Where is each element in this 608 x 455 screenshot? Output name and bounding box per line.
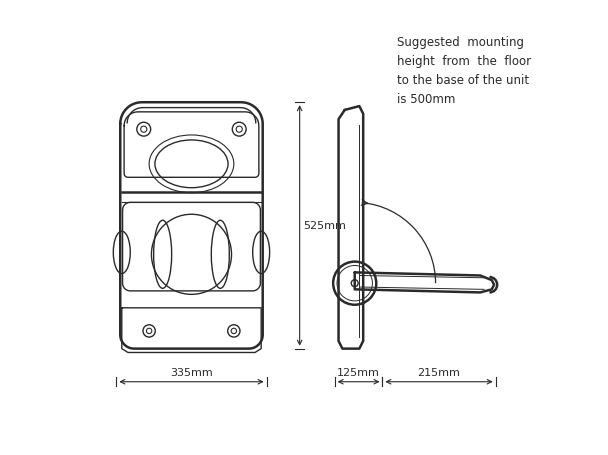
Text: 525mm: 525mm	[303, 221, 347, 231]
Text: 335mm: 335mm	[170, 367, 213, 377]
Text: Suggested  mounting
height  from  the  floor
to the base of the unit
is 500mm: Suggested mounting height from the floor…	[397, 35, 531, 105]
Text: 125mm: 125mm	[337, 367, 380, 377]
Text: 215mm: 215mm	[418, 367, 460, 377]
